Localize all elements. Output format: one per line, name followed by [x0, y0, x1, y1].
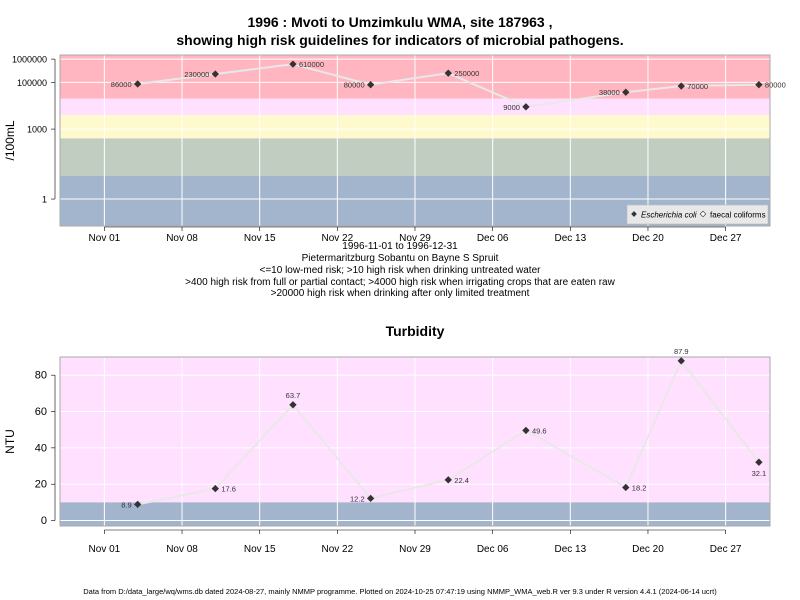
x-tick-label: Nov 29: [399, 544, 431, 555]
chart-title: Turbidity: [386, 323, 445, 339]
data-point: [366, 81, 375, 89]
y-tick-label: 1000: [27, 125, 47, 135]
data-point: [444, 69, 452, 77]
legend-box: [626, 204, 769, 225]
legend-marker-faecal: [699, 210, 707, 218]
y-tick-label: 40: [35, 442, 47, 454]
data-point: [289, 401, 297, 409]
turbidity-chart: Nov 01 Nov 08 Nov 15 Nov 22 Nov 29 Dec 06 Dec …: [3, 323, 771, 555]
x-tick-label: Dec 13: [554, 544, 586, 555]
subtitle-date-range: 1996-11-01 to 1996-12-31: [342, 241, 458, 252]
y-axis-label: NTU: [3, 429, 17, 454]
data-point: [211, 484, 219, 493]
data-label: 8.9: [121, 500, 131, 509]
data-point: [133, 500, 142, 509]
data-label: 9000: [503, 103, 520, 112]
data-point: [622, 483, 630, 492]
data-point: [677, 357, 685, 365]
y-tick-label: 1000000: [12, 55, 47, 65]
data-label: 22.4: [454, 476, 469, 485]
x-tick-label: Dec 13: [554, 233, 586, 244]
x-tick-label: Nov 15: [244, 544, 276, 555]
y-tick-label: 60: [35, 406, 47, 418]
data-label: 87.9: [674, 347, 689, 356]
data-point: [133, 80, 142, 88]
y-tick-label: 100000: [17, 78, 47, 88]
data-label: 86000: [111, 80, 132, 89]
data-label: 63.7: [286, 391, 301, 400]
data-point: [755, 458, 763, 466]
x-tick-label: Nov 29: [399, 233, 431, 244]
y-tick-label: 0: [41, 515, 47, 527]
plot-frame: [59, 356, 771, 527]
data-label: 80000: [344, 81, 365, 90]
data-point: [366, 494, 375, 503]
page-title-line-2: showing high risk guidelines for indicat…: [176, 32, 624, 48]
page-title-line-1: 1996 : Mvoti to Umzimkulu WMA, site 1879…: [247, 14, 553, 30]
x-tick-label: Nov 08: [166, 544, 198, 555]
data-point: [211, 70, 219, 78]
data-label: 250000: [454, 69, 479, 78]
data-label: 12.2: [350, 494, 365, 503]
data-label: 38000: [599, 88, 620, 97]
x-tick-label: Dec 06: [477, 544, 509, 555]
x-tick-label: Dec 20: [632, 233, 664, 244]
x-tick-label: Dec 27: [710, 544, 742, 555]
data-point: [522, 426, 530, 435]
footer-note: Data from D:/data_large/wq/wms.db dated …: [83, 587, 717, 596]
subtitle-risk-treatment: >20000 high risk when drinking after onl…: [270, 288, 530, 299]
data-label: 80000: [765, 81, 786, 90]
x-tick-label: Dec 06: [477, 233, 509, 244]
legend: Escherichia coli faecal coliforms: [626, 204, 769, 225]
y-tick-label: 80: [35, 370, 47, 382]
subtitle-risk-contact: >400 high risk from full or partial cont…: [185, 277, 615, 288]
subtitle-risk-low: <=10 low-med risk; >10 high risk when dr…: [259, 265, 541, 276]
data-label: 17.6: [221, 485, 236, 494]
data-point: [444, 476, 452, 484]
x-tick-label: Dec 27: [710, 233, 742, 244]
pathogen-chart: Nov 01 Nov 08 Nov 15 Nov 22 Nov 29 Dec 06 Dec …: [3, 54, 786, 244]
x-tick-label: Dec 20: [632, 544, 664, 555]
data-label: 70000: [687, 82, 708, 91]
subtitle-site-name: Pietermaritzburg Sobantu on Bayne S Spru…: [301, 253, 499, 264]
legend-entry-ecoli: Escherichia coli: [641, 211, 697, 220]
data-label: 32.1: [752, 469, 767, 478]
y-tick-label: 20: [35, 479, 47, 491]
legend-entry-faecal: faecal coliforms: [710, 211, 766, 220]
y-axis-label: /100mL: [3, 120, 17, 160]
legend-marker-ecoli: [631, 211, 637, 217]
plot-frame: [59, 54, 771, 227]
data-label: 610000: [299, 60, 324, 69]
x-tick-label: Nov 08: [166, 233, 198, 244]
x-tick-label: Nov 22: [322, 233, 354, 244]
x-tick-label: Nov 01: [89, 544, 121, 555]
x-tick-label: Nov 15: [244, 233, 276, 244]
data-label: 18.2: [632, 483, 647, 492]
x-tick-label: Nov 22: [322, 544, 354, 555]
data-point: [289, 60, 297, 68]
data-label: 230000: [184, 70, 209, 79]
x-tick-label: Nov 01: [89, 233, 121, 244]
y-tick-label: 1: [42, 195, 47, 205]
data-label: 49.6: [532, 426, 547, 435]
